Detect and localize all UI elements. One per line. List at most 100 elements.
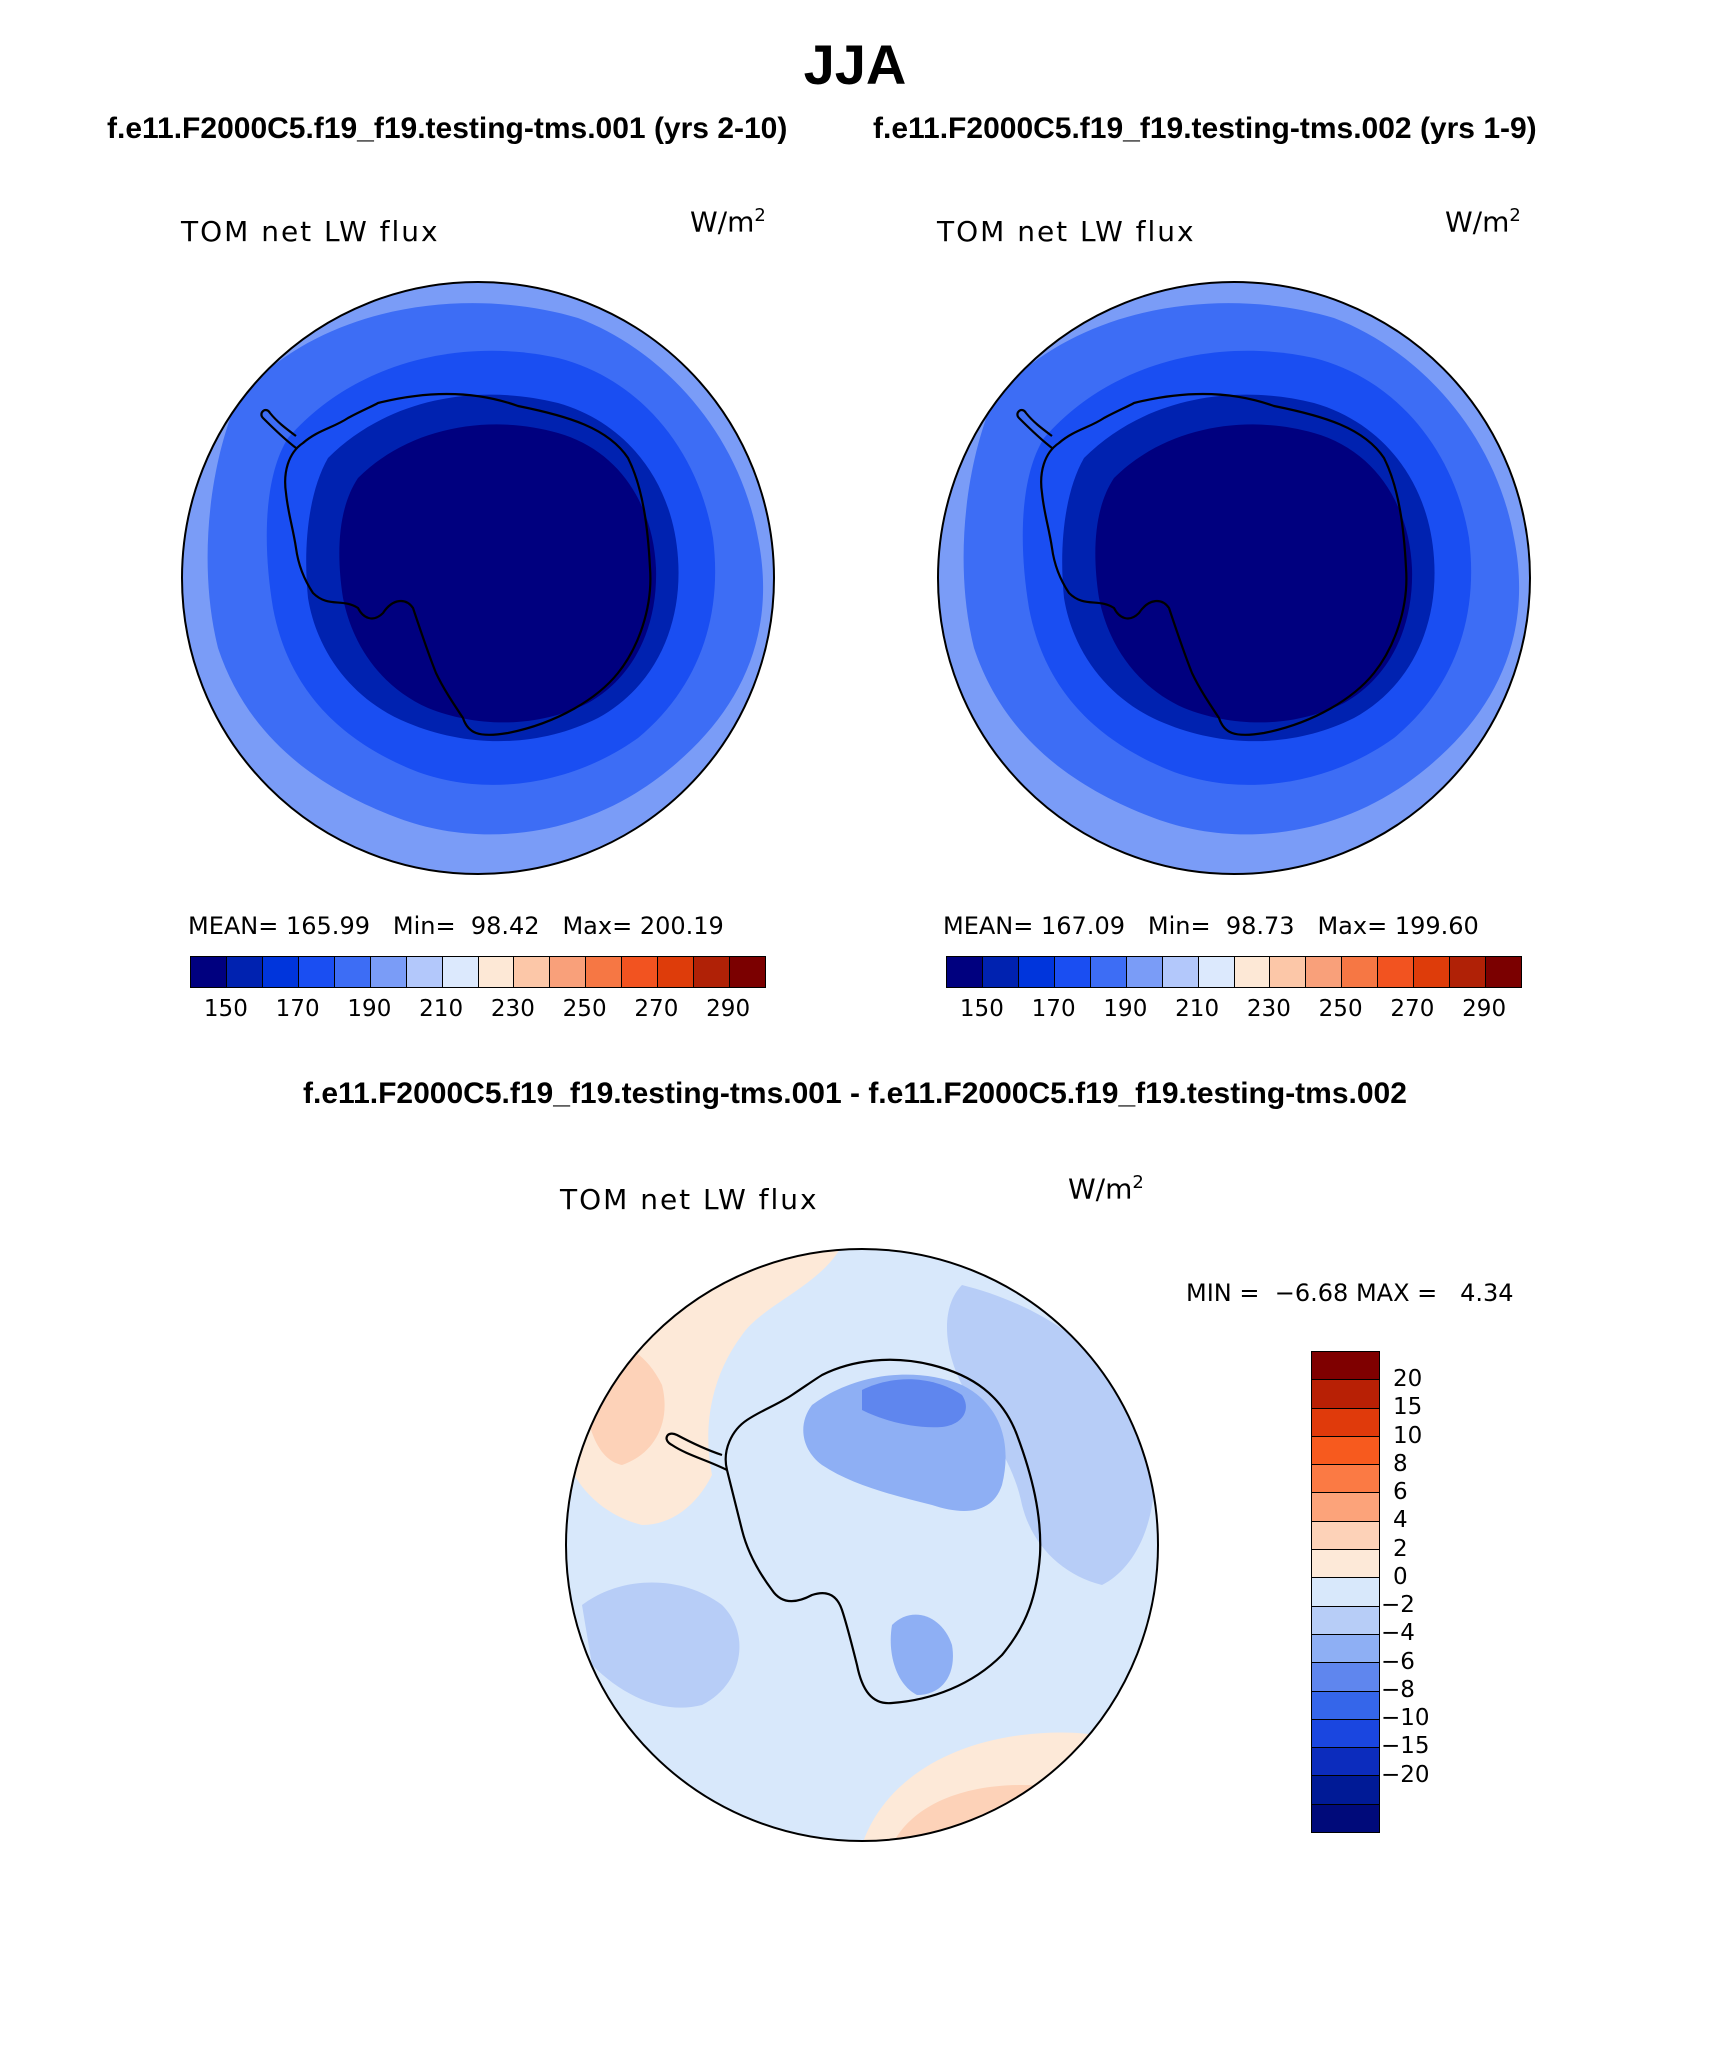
colorbar-swatch [478, 957, 515, 987]
colorbar-swatch [550, 957, 587, 987]
colorbar-swatch [1414, 957, 1451, 987]
colorbar-tick-label: 250 [1318, 996, 1363, 1022]
colorbar-swatch [1090, 957, 1127, 987]
negative-anomaly-ross [890, 1614, 953, 1695]
colorbar-swatch [982, 957, 1019, 987]
colorbar-tick-label: 210 [1175, 996, 1220, 1022]
colorbar-tick-label: −15 [1381, 1733, 1430, 1760]
colorbar-tick-label: 270 [634, 996, 679, 1022]
right-colorbar [946, 956, 1522, 988]
colorbar-swatch [1312, 1493, 1379, 1522]
left-colorbar [190, 956, 766, 988]
colorbar-swatch [1312, 1521, 1379, 1551]
colorbar-swatch [1342, 957, 1379, 987]
colorbar-swatch [1312, 1691, 1379, 1720]
colorbar-swatch [1312, 1465, 1379, 1494]
colorbar-swatch [1312, 1634, 1379, 1664]
colorbar-tick-label: 270 [1390, 996, 1435, 1022]
colorbar-swatch [226, 957, 263, 987]
figure-title: JJA [803, 33, 907, 96]
colorbar-swatch [298, 957, 335, 987]
right-polar-map [937, 281, 1531, 875]
negative-anomaly-ne [947, 1285, 1155, 1585]
colorbar-tick-label: 190 [1103, 996, 1148, 1022]
negative-anomaly-sw [582, 1582, 740, 1708]
colorbar-tick-label: 10 [1393, 1422, 1423, 1449]
right-stats: MEAN= 167.09 Min= 98.73 Max= 199.60 [943, 912, 1479, 940]
difference-panel-units: W/m2 [1068, 1172, 1144, 1206]
colorbar-tick-label: −8 [1381, 1676, 1415, 1703]
left-stats: MEAN= 165.99 Min= 98.42 Max= 200.19 [188, 912, 724, 940]
peninsula-coastline [260, 409, 297, 449]
right-colorbar-ticks: 150 170 190 210 230 250 270 290 [946, 996, 1520, 1026]
colorbar-swatch [1054, 957, 1091, 987]
colorbar-swatch [1312, 1436, 1379, 1466]
colorbar-swatch [1018, 957, 1055, 987]
colorbar-swatch [370, 957, 407, 987]
colorbar-swatch [406, 957, 443, 987]
left-colorbar-ticks: 150 170 190 210 230 250 270 290 [190, 996, 764, 1026]
colorbar-swatch [947, 957, 983, 987]
colorbar-swatch [514, 957, 551, 987]
colorbar-swatch [1312, 1578, 1379, 1607]
colorbar-swatch [1312, 1550, 1379, 1579]
colorbar-swatch [1378, 957, 1415, 987]
colorbar-tick-label: 0 [1393, 1563, 1408, 1590]
colorbar-swatch [1312, 1606, 1379, 1635]
colorbar-tick-label: 230 [1246, 996, 1291, 1022]
colorbar-swatch [1312, 1719, 1379, 1749]
colorbar-swatch [622, 957, 659, 987]
colorbar-tick-label: 190 [347, 996, 392, 1022]
colorbar-swatch [442, 957, 479, 987]
left-panel-label: TOM net LW flux [181, 215, 440, 248]
colorbar-tick-label: 6 [1393, 1479, 1408, 1506]
colorbar-tick-label: −10 [1381, 1705, 1430, 1732]
colorbar-swatch [1270, 957, 1307, 987]
right-panel-label: TOM net LW flux [937, 215, 1196, 248]
colorbar-tick-label: 210 [419, 996, 464, 1022]
difference-panel-label: TOM net LW flux [560, 1183, 819, 1216]
colorbar-tick-label: 150 [203, 996, 248, 1022]
left-polar-map [181, 281, 775, 875]
colorbar-tick-label: 250 [562, 996, 607, 1022]
colorbar-swatch [1312, 1748, 1379, 1777]
colorbar-swatch [658, 957, 695, 987]
right-case-title: f.e11.F2000C5.f19_f19.testing-tms.002 (y… [873, 112, 1537, 145]
colorbar-swatch [1312, 1776, 1379, 1805]
colorbar-tick-label: 230 [490, 996, 535, 1022]
colorbar-tick-label: −20 [1381, 1761, 1430, 1788]
colorbar-swatch [1162, 957, 1199, 987]
colorbar-swatch [1312, 1804, 1379, 1833]
colorbar-tick-label: 170 [1031, 996, 1076, 1022]
colorbar-tick-label: 8 [1393, 1450, 1408, 1477]
colorbar-tick-label: 290 [706, 996, 751, 1022]
difference-minmax: MIN = −6.68 MAX = 4.34 [1186, 1279, 1514, 1307]
colorbar-swatch [1450, 957, 1487, 987]
colorbar-swatch [1312, 1663, 1379, 1692]
colorbar-swatch [730, 957, 765, 987]
left-case-title: f.e11.F2000C5.f19_f19.testing-tms.001 (y… [107, 112, 788, 145]
colorbar-tick-label: 290 [1462, 996, 1507, 1022]
colorbar-tick-label: 2 [1393, 1535, 1408, 1562]
colorbar-swatch [262, 957, 299, 987]
peninsula-coastline [1016, 409, 1053, 449]
colorbar-swatch [1234, 957, 1271, 987]
colorbar-swatch [694, 957, 731, 987]
colorbar-swatch [1486, 957, 1521, 987]
colorbar-swatch [334, 957, 371, 987]
right-panel-units: W/m2 [1445, 205, 1521, 239]
colorbar-tick-label: 4 [1393, 1507, 1408, 1534]
contour-band-inner [339, 424, 657, 723]
difference-colorbar-ticks: 20 15 10 8 6 4 2 0 −2 −4 −6 −8 −10 −15 −20 [1381, 1351, 1473, 1831]
colorbar-swatch [1312, 1352, 1379, 1381]
colorbar-swatch [1312, 1408, 1379, 1437]
colorbar-swatch [586, 957, 623, 987]
colorbar-swatch [1312, 1380, 1379, 1409]
colorbar-swatch [1198, 957, 1235, 987]
colorbar-swatch [1126, 957, 1163, 987]
left-panel-units: W/m2 [690, 205, 766, 239]
antarctica-coastline [1040, 392, 1408, 736]
negative-anomaly-continent-dark [862, 1379, 966, 1428]
colorbar-swatch [191, 957, 227, 987]
difference-title: f.e11.F2000C5.f19_f19.testing-tms.001 - … [303, 1077, 1407, 1110]
